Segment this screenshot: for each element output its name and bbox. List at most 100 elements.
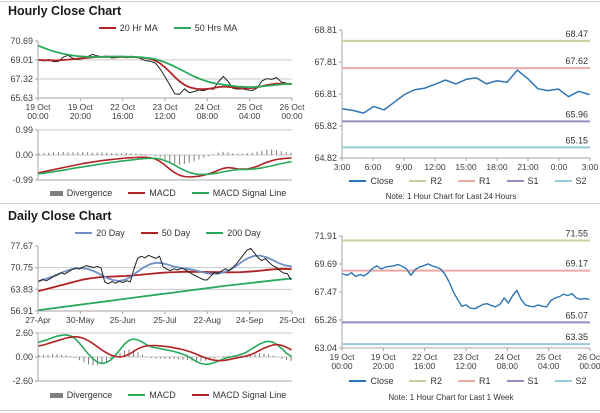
hourly-price-legend: 20 Hr MA 50 Hrs MA — [40, 23, 296, 33]
svg-text:70.69: 70.69 — [10, 36, 33, 46]
svg-text:24-Sep: 24-Sep — [236, 315, 264, 325]
legend-label: Close — [370, 376, 394, 386]
legend-swatch — [191, 394, 209, 396]
svg-text:71.91: 71.91 — [314, 231, 337, 241]
svg-text:-2.60: -2.60 — [12, 376, 33, 386]
svg-text:22-Aug: 22-Aug — [194, 315, 222, 325]
svg-text:9:00: 9:00 — [396, 162, 413, 172]
svg-text:69.17: 69.17 — [565, 259, 588, 269]
legend-swatch — [128, 394, 146, 396]
legend-item: Close — [349, 376, 393, 386]
hourly-macd-chart: 0.99 0.00 -0.99 — [12, 125, 292, 185]
legend-label: MACD Signal Line — [212, 188, 287, 198]
svg-text:65.63: 65.63 — [10, 93, 33, 103]
daily-macd-chart: 2.60 0.00 -2.60 — [12, 328, 292, 386]
svg-text:-0.99: -0.99 — [12, 175, 33, 185]
svg-text:27-Apr: 27-Apr — [25, 315, 51, 325]
legend-item: S1 — [506, 376, 539, 386]
legend-label: 200 Day — [227, 228, 261, 238]
svg-text:15:00: 15:00 — [455, 162, 477, 172]
svg-text:0.00: 0.00 — [15, 352, 33, 362]
svg-text:21:00: 21:00 — [517, 162, 539, 172]
svg-text:30-May: 30-May — [66, 315, 95, 325]
legend-swatch — [409, 180, 427, 182]
svg-text:25-Jun: 25-Jun — [110, 315, 136, 325]
svg-text:67.62: 67.62 — [565, 56, 588, 66]
legend-item: 20 Hr MA — [98, 23, 158, 33]
svg-text:65.96: 65.96 — [565, 109, 588, 119]
svg-text:25-Oct: 25-Oct — [279, 315, 305, 325]
svg-text:3:00: 3:00 — [582, 162, 599, 172]
hourly-section-title: Hourly Close Chart — [8, 4, 122, 18]
legend-item: R2 — [409, 376, 442, 386]
legend-label: S1 — [527, 376, 539, 386]
legend-swatch — [457, 180, 475, 182]
legend-swatch — [349, 180, 367, 182]
legend-item: 50 Day — [140, 228, 191, 238]
legend-swatch — [49, 190, 63, 196]
legend-item: S1 — [506, 176, 539, 186]
daily-macd-legend: Divergence MACD MACD Signal Line — [40, 390, 296, 400]
svg-text:70.75: 70.75 — [10, 263, 33, 273]
legend-label: 20 Hr MA — [119, 23, 158, 33]
svg-text:63.83: 63.83 — [10, 284, 33, 294]
svg-text:3:00: 3:00 — [334, 162, 351, 172]
daily-price-legend: 20 Day 50 Day 200 Day — [40, 228, 296, 238]
daily-pivot-legend: Close R2 R1 S1 S2 — [340, 376, 596, 386]
legend-label: MACD Signal Line — [212, 390, 287, 400]
svg-text:0:00: 0:00 — [551, 162, 568, 172]
legend-swatch — [49, 392, 63, 398]
svg-text:65.82: 65.82 — [314, 121, 337, 131]
legend-item: MACD — [128, 390, 176, 400]
svg-text:67.47: 67.47 — [314, 287, 337, 297]
legend-swatch — [554, 380, 572, 382]
legend-item: MACD Signal Line — [191, 390, 287, 400]
legend-item: 50 Hrs MA — [173, 23, 238, 33]
legend-swatch — [75, 232, 93, 234]
legend-swatch — [409, 380, 427, 382]
legend-label: R2 — [430, 376, 442, 386]
legend-swatch — [457, 380, 475, 382]
legend-label: 50 Hrs MA — [194, 23, 238, 33]
svg-text:68.81: 68.81 — [314, 25, 337, 35]
legend-label: Close — [370, 176, 394, 186]
daily-section-title: Daily Close Chart — [8, 209, 112, 223]
legend-label: MACD — [149, 188, 176, 198]
hourly-pivot-legend: Close R2 R1 S1 S2 — [340, 176, 596, 186]
svg-text:2.60: 2.60 — [15, 328, 33, 338]
svg-text:71.55: 71.55 — [565, 229, 588, 239]
legend-label: Divergence — [66, 390, 113, 400]
legend-swatch — [128, 192, 146, 194]
legend-item: MACD — [128, 188, 176, 198]
legend-swatch — [173, 27, 191, 29]
svg-text:65.26: 65.26 — [314, 315, 337, 325]
svg-text:67.32: 67.32 — [10, 74, 33, 84]
legend-swatch — [506, 180, 524, 182]
legend-label: S2 — [575, 176, 587, 186]
legend-item: Divergence — [49, 390, 113, 400]
svg-text:77.67: 77.67 — [10, 241, 33, 251]
legend-swatch — [98, 27, 116, 29]
daily-pivot-note: Note: 1 Hour Chart for Last 1 Week — [388, 393, 514, 402]
legend-item: Divergence — [49, 188, 112, 198]
legend-label: 20 Day — [96, 228, 125, 238]
legend-label: 50 Day — [161, 228, 191, 238]
legend-label: R1 — [478, 176, 491, 186]
svg-text:0.00: 0.00 — [15, 150, 33, 160]
svg-text:25-Jul: 25-Jul — [153, 315, 176, 325]
section-divider — [0, 203, 600, 204]
legend-label: R1 — [478, 376, 491, 386]
svg-text:65.07: 65.07 — [565, 310, 588, 320]
hourly-macd-legend: Divergence MACD MACD Signal Line — [40, 188, 296, 198]
